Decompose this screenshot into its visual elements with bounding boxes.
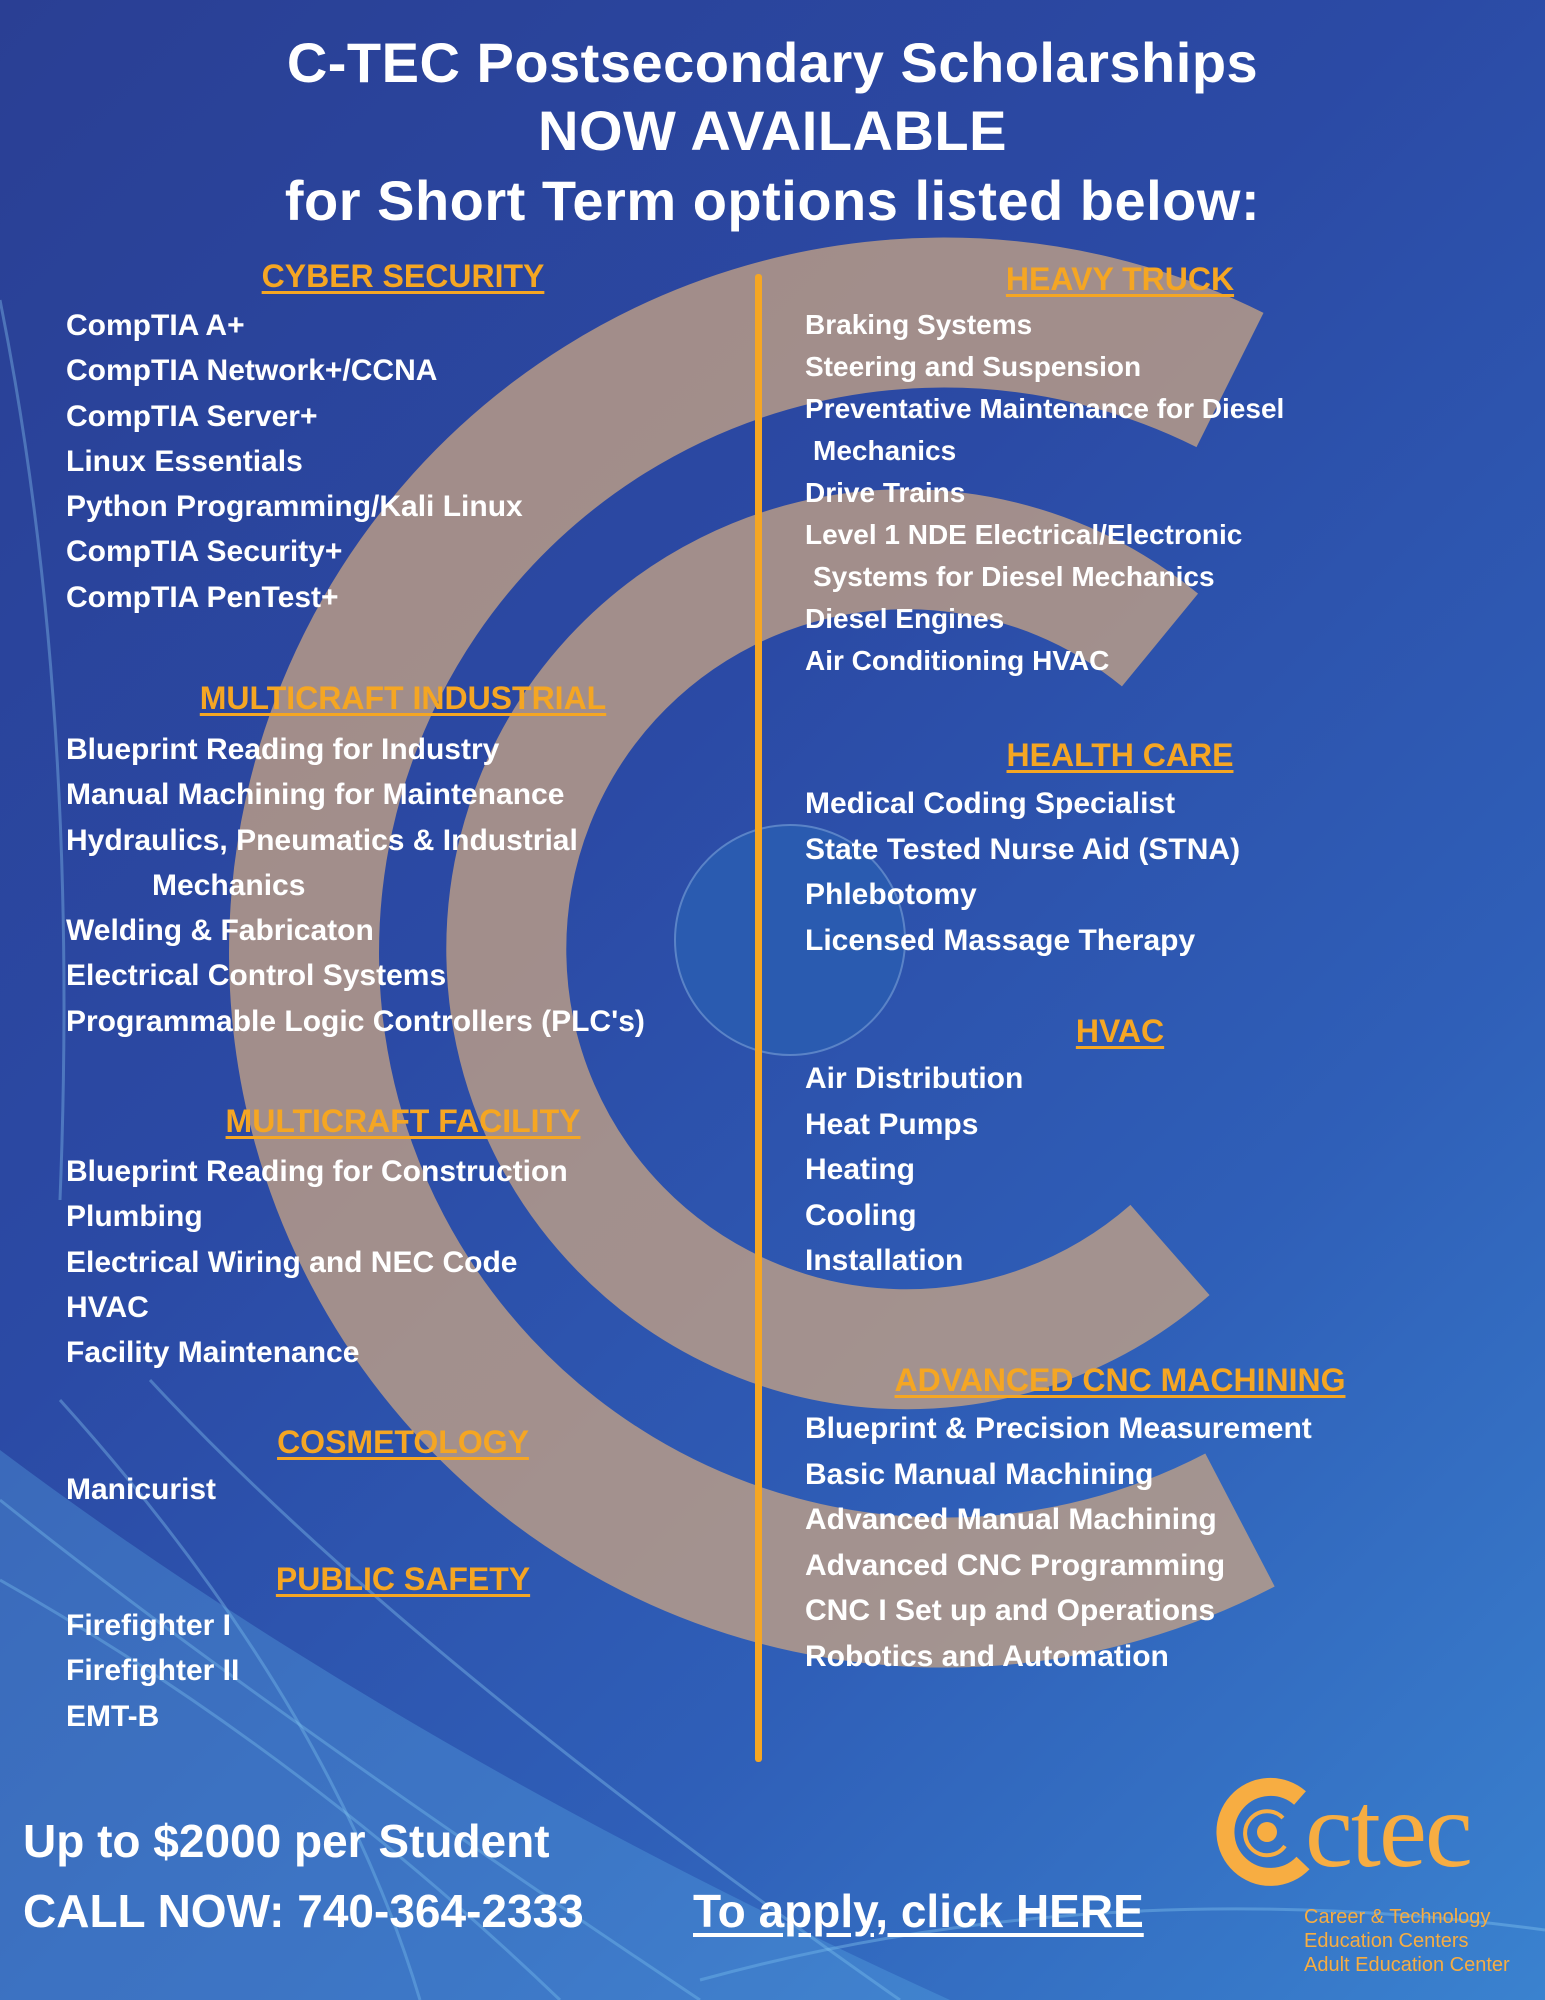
header-cosmetology: COSMETOLOGY (277, 1424, 529, 1460)
list-item: Welding & Fabricaton (66, 914, 374, 948)
list-heavy-truck: Braking Systems Steering and Suspension … (805, 304, 1284, 682)
list-item: Braking Systems (805, 309, 1033, 340)
list-item: Advanced CNC Programming (805, 1548, 1226, 1582)
list-item: Installation (805, 1244, 964, 1278)
light-streaks (0, 299, 1545, 2000)
list-multicraft-facility: Blueprint Reading for Construction Plumb… (66, 1149, 568, 1375)
logo-line-1: Career & Technology (1304, 1906, 1491, 1928)
call-now-phone: CALL NOW: 740-364-2333 (23, 1885, 584, 1937)
header-advanced-cnc-machining: ADVANCED CNC MACHINING (894, 1362, 1346, 1398)
center-circle (674, 824, 906, 1056)
list-health-care: Medical Coding Specialist State Tested N… (805, 781, 1240, 963)
list-item: CompTIA Security+ (66, 535, 343, 569)
header-hvac: HVAC (1075, 1013, 1165, 1049)
list-item: CompTIA PenTest+ (66, 580, 339, 614)
list-item: Basic Manual Machining (805, 1457, 1154, 1491)
apply-link[interactable]: To apply, click HERE (693, 1885, 1144, 1937)
list-item: Level 1 NDE Electrical/Electronic (805, 519, 1243, 550)
list-item: Electrical Wiring and NEC Code (66, 1245, 518, 1279)
list-item: Advanced Manual Machining (805, 1503, 1217, 1537)
list-item: Blueprint Reading for Industry (66, 733, 500, 766)
list-item: Firefighter I (66, 1609, 232, 1642)
list-item: Electrical Control Systems (66, 959, 447, 993)
list-item: Linux Essentials (66, 444, 303, 478)
logo-line-3: Adult Education Center (1304, 1954, 1510, 1976)
list-item: CNC I Set up and Operations (805, 1594, 1216, 1628)
list-item: Licensed Massage Therapy (805, 923, 1196, 957)
list-item: Plumbing (66, 1200, 203, 1234)
list-item: State Tested Nurse Aid (STNA) (805, 832, 1241, 866)
light-glow (0, 1450, 950, 2000)
list-item: Heat Pumps (805, 1107, 979, 1141)
title-line-3: for Short Term options listed below: (284, 169, 1261, 232)
list-cyber-security: CompTIA A+ CompTIA Network+/CCNA CompTIA… (66, 303, 523, 620)
header-multicraft-industrial: MULTICRAFT INDUSTRIAL (199, 680, 607, 716)
list-multicraft-industrial: Blueprint Reading for Industry Manual Ma… (66, 727, 645, 1044)
ctec-logo: ctec (1216, 1774, 1473, 1890)
c-swoosh-outer (229, 237, 1275, 1668)
header-multicraft-facility: MULTICRAFT FACILITY (225, 1103, 581, 1139)
header-health-care: HEALTH CARE (1006, 737, 1234, 773)
list-item: Air Conditioning HVAC (805, 645, 1110, 676)
list-advanced-cnc-machining: Blueprint & Precision Measurement Basic … (805, 1406, 1312, 1680)
list-item: Manicurist (66, 1473, 217, 1506)
list-item: Cooling (805, 1198, 917, 1232)
list-item: Systems for Diesel Mechanics (813, 561, 1215, 592)
header-public-safety: PUBLIC SAFETY (275, 1561, 531, 1597)
column-divider (755, 274, 762, 1762)
ctec-logo-mark (1216, 1777, 1310, 1886)
list-item: CompTIA A+ (66, 309, 245, 342)
title-line-2: NOW AVAILABLE (538, 99, 1007, 162)
list-item: Diesel Engines (805, 603, 1005, 634)
list-item: Mechanics (152, 868, 306, 902)
list-cosmetology: Manicurist (66, 1467, 216, 1512)
list-hvac: Air Distribution Heat Pumps Heating Cool… (805, 1056, 1023, 1284)
c-swoosh-inner (446, 489, 1210, 1410)
list-item: Air Distribution (805, 1062, 1024, 1095)
list-item: Heating (805, 1153, 916, 1187)
list-item: Mechanics (813, 435, 957, 466)
list-item: Steering and Suspension (805, 351, 1142, 382)
header-cyber-security: CYBER SECURITY (261, 258, 545, 294)
list-item: Phlebotomy (805, 878, 977, 912)
list-item: Preventative Maintenance for Diesel (805, 393, 1285, 424)
list-item: Hydraulics, Pneumatics & Industrial (66, 823, 578, 857)
list-item: Medical Coding Specialist (805, 787, 1176, 820)
ctec-wordmark: ctec (1305, 1774, 1471, 1890)
header-heavy-truck: HEAVY TRUCK (1005, 261, 1235, 297)
list-item: Robotics and Automation (805, 1639, 1169, 1673)
list-item: Blueprint & Precision Measurement (805, 1412, 1312, 1445)
list-item: Python Programming/Kali Linux (66, 490, 523, 524)
list-item: Firefighter II (66, 1654, 240, 1688)
logo-line-2: Education Centers (1304, 1930, 1469, 1952)
scholarship-amount: Up to $2000 per Student (23, 1815, 550, 1867)
list-item: CompTIA Network+/CCNA (66, 354, 438, 388)
list-item: Programmable Logic Controllers (PLC's) (66, 1004, 645, 1038)
list-public-safety: Firefighter I Firefighter II EMT-B (66, 1603, 239, 1739)
list-item: Manual Machining for Maintenance (66, 778, 565, 812)
list-item: Drive Trains (805, 477, 966, 508)
list-item: EMT-B (66, 1699, 160, 1733)
list-item: HVAC (66, 1290, 149, 1324)
title-line-1: C-TEC Postsecondary Scholarships (286, 31, 1259, 94)
list-item: Facility Maintenance (66, 1336, 360, 1370)
list-item: CompTIA Server+ (66, 399, 318, 433)
list-item: Blueprint Reading for Construction (66, 1155, 568, 1188)
